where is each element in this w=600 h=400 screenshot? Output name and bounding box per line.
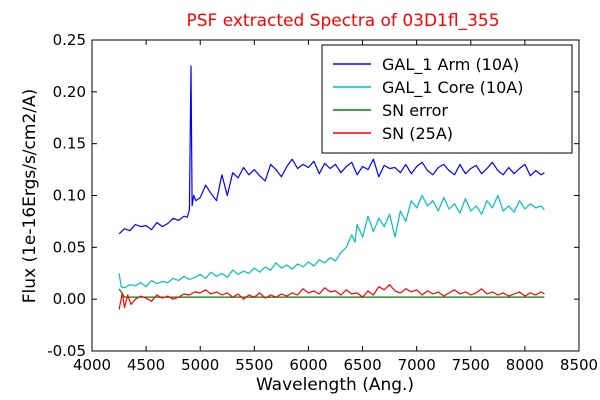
x-tick-label: 8500 bbox=[560, 356, 598, 374]
tick-layer: 4000 4500 5000 5500 6000 6500 7000 7500 8000 8500… bbox=[47, 31, 598, 374]
x-tick-label: 4000 bbox=[73, 356, 111, 374]
legend-label-3: SN error bbox=[382, 101, 448, 120]
x-tick-label: 8000 bbox=[506, 356, 544, 374]
legend-items: GAL_1 Arm (10A) GAL_1 Core (10A) SN error S… bbox=[333, 55, 523, 143]
y-tick-label: 0.05 bbox=[53, 238, 86, 256]
legend-label-1: GAL_1 Arm (10A) bbox=[382, 55, 519, 75]
series-line-1 bbox=[118, 65, 545, 235]
x-axis-label: Wavelength (Ang.) bbox=[256, 375, 414, 395]
legend-label-2: GAL_1 Core (10A) bbox=[382, 78, 523, 98]
series-line-2 bbox=[118, 194, 545, 289]
x-tick-label: 7500 bbox=[452, 356, 490, 374]
x-tick-label: 6000 bbox=[289, 356, 327, 374]
x-tick-label: 6500 bbox=[343, 356, 381, 374]
y-tick-label: 0.25 bbox=[53, 31, 86, 49]
y-tick-label: -0.05 bbox=[47, 342, 86, 360]
chart-title: PSF extracted Spectra of 03D1fl_355 bbox=[186, 11, 499, 31]
y-tick-label: 0.20 bbox=[53, 83, 86, 101]
y-tick-label: 0.00 bbox=[53, 290, 86, 308]
y-axis-label: Flux (1e-16Ergs/s/cm2/A) bbox=[20, 89, 40, 304]
x-tick-label: 5000 bbox=[181, 356, 219, 374]
legend-box bbox=[321, 44, 573, 154]
x-tick-label: 5500 bbox=[235, 356, 273, 374]
legend-label-4: SN (25A) bbox=[382, 124, 453, 143]
series-line-3 bbox=[118, 288, 545, 298]
y-tick-label: 0.10 bbox=[53, 187, 86, 205]
x-tick-label: 4500 bbox=[127, 356, 165, 374]
legend: GAL_1 Arm (10A) GAL_1 Core (10A) SN error S… bbox=[321, 44, 573, 154]
series-line-4 bbox=[118, 284, 545, 310]
y-tick-label: 0.15 bbox=[53, 135, 86, 153]
x-tick-label: 7000 bbox=[398, 356, 436, 374]
series-layer bbox=[118, 65, 545, 310]
